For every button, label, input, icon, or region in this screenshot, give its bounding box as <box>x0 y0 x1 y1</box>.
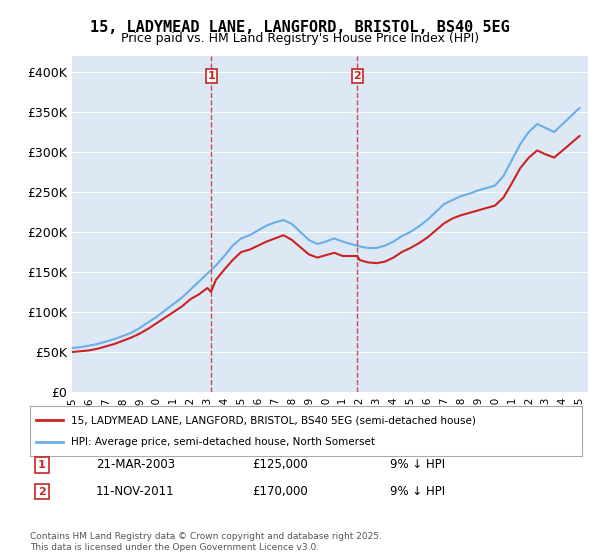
Text: 11-NOV-2011: 11-NOV-2011 <box>96 485 175 498</box>
Text: Contains HM Land Registry data © Crown copyright and database right 2025.
This d: Contains HM Land Registry data © Crown c… <box>30 532 382 552</box>
Text: Price paid vs. HM Land Registry's House Price Index (HPI): Price paid vs. HM Land Registry's House … <box>121 32 479 45</box>
Text: 1: 1 <box>207 71 215 81</box>
Text: 15, LADYMEAD LANE, LANGFORD, BRISTOL, BS40 5EG: 15, LADYMEAD LANE, LANGFORD, BRISTOL, BS… <box>90 20 510 35</box>
Text: 9% ↓ HPI: 9% ↓ HPI <box>390 485 445 498</box>
Text: 2: 2 <box>38 487 46 497</box>
Text: 2: 2 <box>353 71 361 81</box>
Text: £125,000: £125,000 <box>252 458 308 472</box>
Text: 1: 1 <box>38 460 46 470</box>
Text: 21-MAR-2003: 21-MAR-2003 <box>96 458 175 472</box>
Text: £170,000: £170,000 <box>252 485 308 498</box>
Text: HPI: Average price, semi-detached house, North Somerset: HPI: Average price, semi-detached house,… <box>71 437 376 447</box>
Text: 15, LADYMEAD LANE, LANGFORD, BRISTOL, BS40 5EG (semi-detached house): 15, LADYMEAD LANE, LANGFORD, BRISTOL, BS… <box>71 415 476 425</box>
Text: 9% ↓ HPI: 9% ↓ HPI <box>390 458 445 472</box>
